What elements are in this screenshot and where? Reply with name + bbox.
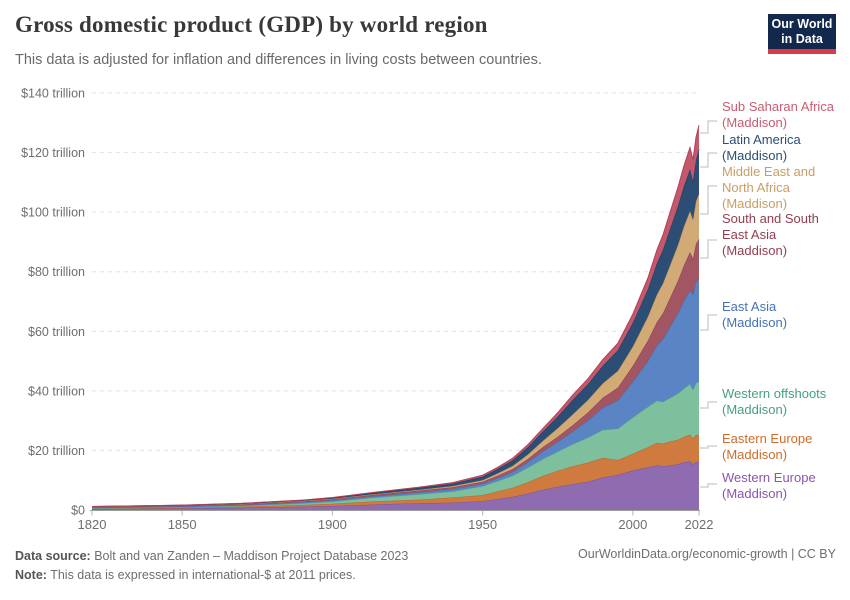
attribution-link[interactable]: OurWorldinData.org/economic-growth | CC … xyxy=(578,547,836,561)
legend-label-line: Sub Saharan Africa xyxy=(722,99,835,114)
note-line: Note: This data is expressed in internat… xyxy=(15,566,408,585)
y-axis-label: $140 trillion xyxy=(21,87,85,101)
legend-connector-western-europe xyxy=(700,483,717,488)
legend-label-line: Western Europe xyxy=(722,470,816,485)
legend-label-line: (Maddison) xyxy=(722,196,788,211)
legend-connector-east-asia xyxy=(700,314,717,331)
legend-item-south-and-south-east-asia[interactable]: South and South East Asia (Maddison) xyxy=(722,211,819,259)
legend-connector-latin-america xyxy=(700,152,717,168)
x-axis-label: 1950 xyxy=(468,517,497,532)
legend-label-line: (Maddison) xyxy=(722,486,788,501)
data-source-text: Bolt and van Zanden – Maddison Project D… xyxy=(94,549,409,563)
area-western-offshoots-maddison[interactable] xyxy=(92,381,699,509)
legend-label-line: Latin America xyxy=(722,132,801,147)
page-subtitle: This data is adjusted for inflation and … xyxy=(15,52,542,68)
y-axis-label: $40 trillion xyxy=(28,384,85,398)
area-edge-sub-saharan-africa-maddison xyxy=(91,125,700,507)
x-axis-label: 1820 xyxy=(78,517,107,532)
note-label: Note: xyxy=(15,568,47,582)
legend-label-line: East Asia xyxy=(722,299,777,314)
owid-logo-line2: in Data xyxy=(781,31,823,46)
legend-item-latin-america[interactable]: Latin America (Maddison) xyxy=(722,132,801,164)
legend-label-line: North Africa xyxy=(722,180,790,195)
legend-label-line: (Maddison) xyxy=(722,447,788,462)
legend-connector-sub-saharan-africa xyxy=(700,120,717,134)
x-axis-label: 1850 xyxy=(168,517,197,532)
x-axis-label: 2000 xyxy=(618,517,647,532)
legend-label-line: (Maddison) xyxy=(722,148,788,163)
footer-source-note: Data source: Bolt and van Zanden – Maddi… xyxy=(15,547,408,585)
legend-connector-eastern-europe xyxy=(700,445,717,449)
y-axis-label: $60 trillion xyxy=(28,325,85,339)
page-title: Gross domestic product (GDP) by world re… xyxy=(15,12,488,37)
legend-item-sub-saharan-africa[interactable]: Sub Saharan Africa (Maddison) xyxy=(722,99,834,131)
y-axis-label: $0 xyxy=(71,504,85,518)
legend-label-line: (Maddison) xyxy=(722,402,788,417)
legend-item-eastern-europe[interactable]: Eastern Europe (Maddison) xyxy=(722,431,812,463)
data-source-label: Data source: xyxy=(15,549,91,563)
area-western-europe-maddison[interactable] xyxy=(92,461,699,510)
legend-item-east-asia[interactable]: East Asia (Maddison) xyxy=(722,299,787,331)
y-axis-label: $80 trillion xyxy=(28,265,85,279)
legend-label-line: Western offshoots xyxy=(722,386,827,401)
area-east-asia-maddison[interactable] xyxy=(92,278,699,509)
legend-label-line: (Maddison) xyxy=(722,115,788,130)
note-text: This data is expressed in international-… xyxy=(50,568,356,582)
legend-item-western-offshoots[interactable]: Western offshoots (Maddison) xyxy=(722,386,826,418)
legend-label-line: Middle East and xyxy=(722,164,816,179)
legend-item-middle-east-and-north-africa[interactable]: Middle East and North Africa (Maddison) xyxy=(722,164,815,212)
legend-connector-western-offshoots xyxy=(700,401,717,409)
legend-label-line: Eastern Europe xyxy=(722,431,813,446)
x-axis-label: 2022 xyxy=(685,517,714,532)
area-eastern-europe-maddison[interactable] xyxy=(92,434,699,509)
legend-item-western-europe[interactable]: Western Europe (Maddison) xyxy=(722,470,816,502)
y-axis-label: $100 trillion xyxy=(21,206,85,220)
y-axis-label: $20 trillion xyxy=(28,444,85,458)
legend-connector-south-and-south-east-asia xyxy=(700,239,717,259)
owid-logo[interactable]: Our World in Data xyxy=(768,14,836,54)
legend-label-line: (Maddison) xyxy=(722,315,788,330)
owid-logo-line1: Our World xyxy=(771,16,833,31)
legend-connector-middle-east-and-north-africa xyxy=(700,185,717,215)
legend-label-line: South and South xyxy=(722,211,819,226)
legend-label-line: East Asia xyxy=(722,227,777,242)
x-axis-label: 1900 xyxy=(318,517,347,532)
data-source-line: Data source: Bolt and van Zanden – Maddi… xyxy=(15,547,408,566)
y-axis-label: $120 trillion xyxy=(21,146,85,160)
legend-label-line: (Maddison) xyxy=(722,243,788,258)
